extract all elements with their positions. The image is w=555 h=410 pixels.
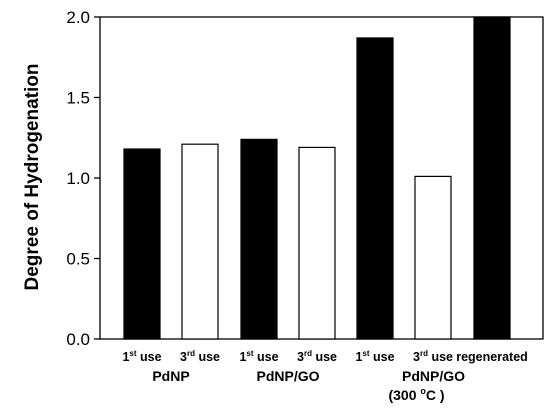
- y-tick-label: 2.0: [66, 8, 90, 27]
- y-tick-label: 0.5: [66, 250, 90, 269]
- x-axis-labels: 1st use 3rd use 1st use 3rd use 1st use 3rd u…: [122, 349, 527, 364]
- bars: [123, 16, 511, 340]
- y-tick-label: 1.5: [66, 89, 90, 108]
- group-label-line2: (300 oC ): [388, 386, 444, 403]
- y-tick-label: 1.0: [66, 169, 90, 188]
- x-tick-label: 3rd use: [413, 349, 453, 364]
- group-labels: PdNP PdNP/GO PdNP/GO (300 oC ): [152, 368, 465, 403]
- bar: [414, 175, 452, 340]
- x-tick-label: regenerated: [456, 350, 528, 364]
- group-label: PdNP: [152, 368, 189, 384]
- x-tick-label: 1st use: [239, 349, 278, 364]
- x-tick-label: 3rd use: [180, 349, 220, 364]
- bar: [298, 146, 336, 340]
- bar: [123, 148, 161, 340]
- bar: [473, 16, 511, 340]
- y-axis-title: Degree of Hydrogenation: [22, 64, 43, 291]
- group-label: PdNP/GO: [256, 368, 319, 384]
- x-tick-label: 3rd use: [297, 349, 337, 364]
- x-tick-label: 1st use: [122, 349, 161, 364]
- bar: [240, 138, 278, 340]
- y-tick-label: 0.0: [66, 330, 90, 349]
- bar: [181, 143, 219, 340]
- group-label: PdNP/GO: [402, 368, 465, 384]
- y-axis: 0.0 0.5 1.0 1.5 2.0: [66, 8, 100, 349]
- x-tick-label: 1st use: [355, 349, 394, 364]
- bar: [356, 37, 394, 340]
